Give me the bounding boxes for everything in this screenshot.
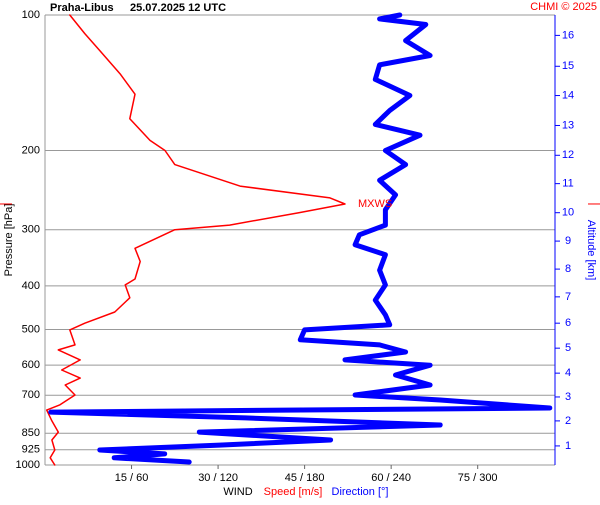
y-tick-label: 925	[22, 444, 40, 456]
x-axis-label: WIND	[223, 486, 252, 498]
x-tick-label: 30 / 120	[198, 472, 238, 484]
x-tick-label: 45 / 180	[285, 472, 325, 484]
chart-title: 25.07.2025 12 UTC	[130, 2, 226, 14]
y2-tick-label: 6	[565, 317, 571, 329]
y-tick-label: 500	[22, 323, 40, 335]
y2-tick-label: 5	[565, 342, 571, 354]
credit: CHMI © 2025	[530, 1, 597, 13]
y2-tick-label: 15	[562, 60, 574, 72]
y-tick-label: 1000	[16, 459, 40, 471]
y2-tick-label: 10	[562, 207, 574, 219]
profile-line	[48, 12, 553, 465]
y2-axis-label: Altitude [km]	[585, 220, 597, 281]
y2-tick-label: 2	[565, 415, 571, 427]
x-tick-label: 60 / 240	[371, 472, 411, 484]
y2-tick-label: 9	[565, 235, 571, 247]
y2-tick-label: 8	[565, 263, 571, 275]
x-tick-label: 75 / 300	[458, 472, 498, 484]
y2-tick-label: 1	[565, 440, 571, 452]
annotation: MXWS	[358, 198, 392, 210]
y2-tick-label: 14	[562, 89, 574, 101]
legend-label: Speed [m/s]	[264, 486, 323, 498]
y-tick-label: 400	[22, 280, 40, 292]
x-tick-label: 15 / 60	[115, 472, 149, 484]
y2-tick-label: 3	[565, 391, 571, 403]
y2-tick-label: 16	[562, 29, 574, 41]
y-tick-label: 700	[22, 389, 40, 401]
y-axis-label: Pressure [hPa]	[3, 204, 15, 277]
profile-line	[45, 14, 346, 466]
y2-tick-label: 11	[562, 178, 573, 190]
y-tick-label: 100	[22, 9, 40, 21]
y-tick-label: 600	[22, 359, 40, 371]
y2-tick-label: 13	[562, 119, 574, 131]
legend-label: Direction [°]	[332, 486, 389, 498]
y2-tick-label: 12	[562, 149, 574, 161]
y-tick-label: 850	[22, 427, 40, 439]
y2-tick-label: 4	[565, 367, 571, 379]
y-tick-label: 300	[22, 224, 40, 236]
y-tick-label: 200	[22, 144, 40, 156]
station: Praha-Libus	[50, 2, 114, 14]
y2-tick-label: 7	[565, 291, 571, 303]
